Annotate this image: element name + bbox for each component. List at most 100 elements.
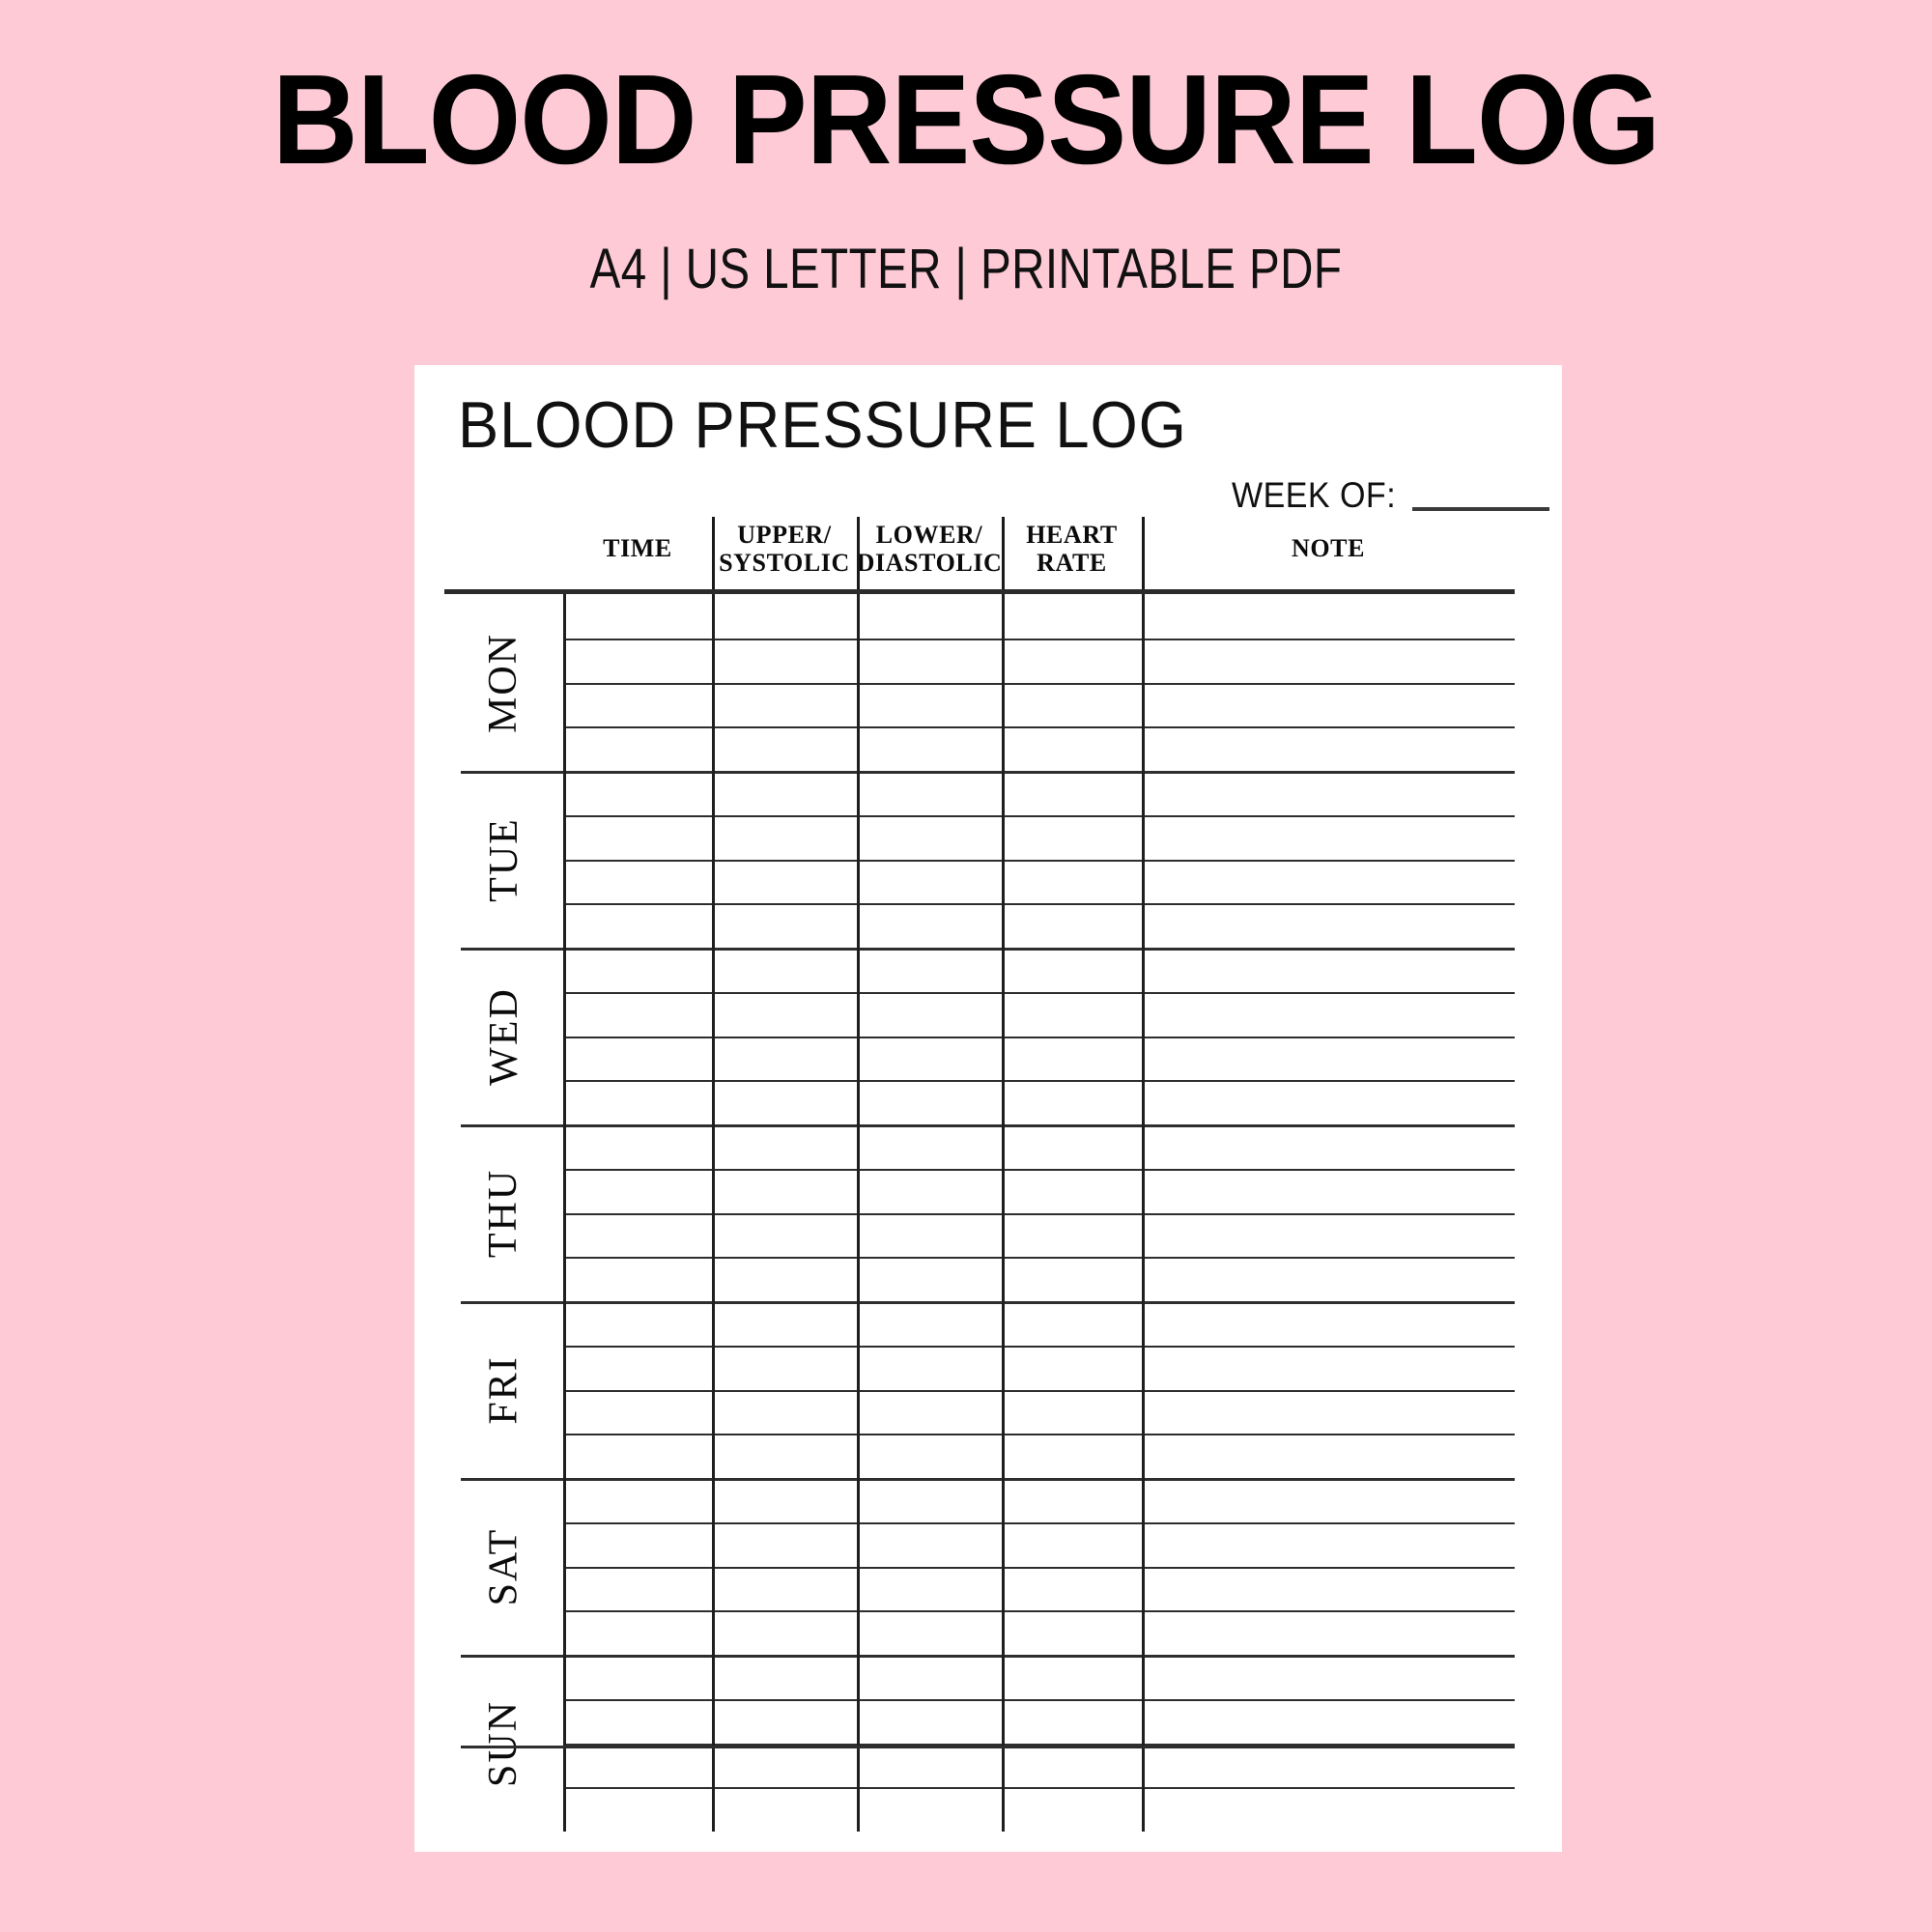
table-cell-systolic[interactable] bbox=[712, 1610, 857, 1655]
table-cell-time[interactable] bbox=[563, 815, 712, 860]
table-cell-time[interactable] bbox=[563, 860, 712, 904]
table-cell-time[interactable] bbox=[563, 1522, 712, 1567]
table-cell-heart_rate[interactable] bbox=[1002, 992, 1142, 1037]
table-cell-time[interactable] bbox=[563, 1390, 712, 1435]
table-cell-time[interactable] bbox=[563, 639, 712, 683]
table-cell-note[interactable] bbox=[1142, 1610, 1515, 1655]
table-cell-diastolic[interactable] bbox=[857, 903, 1002, 948]
table-cell-diastolic[interactable] bbox=[857, 1478, 1002, 1522]
table-cell-note[interactable] bbox=[1142, 1699, 1515, 1744]
table-cell-note[interactable] bbox=[1142, 1434, 1515, 1478]
table-cell-note[interactable] bbox=[1142, 1124, 1515, 1169]
table-cell-note[interactable] bbox=[1142, 860, 1515, 904]
table-cell-note[interactable] bbox=[1142, 1787, 1515, 1832]
table-cell-systolic[interactable] bbox=[712, 1744, 857, 1788]
table-cell-time[interactable] bbox=[563, 1037, 712, 1081]
table-cell-diastolic[interactable] bbox=[857, 1567, 1002, 1611]
table-cell-note[interactable] bbox=[1142, 1257, 1515, 1301]
table-cell-heart_rate[interactable] bbox=[1002, 1169, 1142, 1213]
table-cell-diastolic[interactable] bbox=[857, 1699, 1002, 1744]
table-cell-heart_rate[interactable] bbox=[1002, 1699, 1142, 1744]
table-cell-diastolic[interactable] bbox=[857, 1346, 1002, 1390]
table-cell-heart_rate[interactable] bbox=[1002, 1037, 1142, 1081]
table-cell-note[interactable] bbox=[1142, 992, 1515, 1037]
table-cell-time[interactable] bbox=[563, 1434, 712, 1478]
table-cell-note[interactable] bbox=[1142, 1346, 1515, 1390]
table-cell-systolic[interactable] bbox=[712, 1213, 857, 1258]
table-cell-note[interactable] bbox=[1142, 1522, 1515, 1567]
table-cell-time[interactable] bbox=[563, 1744, 712, 1788]
table-cell-note[interactable] bbox=[1142, 1478, 1515, 1522]
table-cell-note[interactable] bbox=[1142, 1655, 1515, 1699]
table-cell-heart_rate[interactable] bbox=[1002, 1213, 1142, 1258]
table-cell-note[interactable] bbox=[1142, 903, 1515, 948]
table-cell-systolic[interactable] bbox=[712, 1346, 857, 1390]
table-cell-systolic[interactable] bbox=[712, 683, 857, 727]
table-cell-systolic[interactable] bbox=[712, 1037, 857, 1081]
table-cell-heart_rate[interactable] bbox=[1002, 860, 1142, 904]
table-cell-diastolic[interactable] bbox=[857, 1213, 1002, 1258]
table-cell-heart_rate[interactable] bbox=[1002, 815, 1142, 860]
table-cell-diastolic[interactable] bbox=[857, 1390, 1002, 1435]
week-of-field[interactable]: WEEK OF: bbox=[1232, 477, 1549, 513]
table-cell-note[interactable] bbox=[1142, 683, 1515, 727]
table-cell-heart_rate[interactable] bbox=[1002, 1744, 1142, 1788]
table-cell-diastolic[interactable] bbox=[857, 992, 1002, 1037]
table-cell-diastolic[interactable] bbox=[857, 1655, 1002, 1699]
table-cell-diastolic[interactable] bbox=[857, 1610, 1002, 1655]
table-cell-heart_rate[interactable] bbox=[1002, 683, 1142, 727]
table-cell-heart_rate[interactable] bbox=[1002, 903, 1142, 948]
table-cell-diastolic[interactable] bbox=[857, 948, 1002, 992]
table-cell-heart_rate[interactable] bbox=[1002, 1610, 1142, 1655]
table-cell-heart_rate[interactable] bbox=[1002, 1346, 1142, 1390]
table-cell-systolic[interactable] bbox=[712, 815, 857, 860]
table-cell-systolic[interactable] bbox=[712, 860, 857, 904]
table-cell-note[interactable] bbox=[1142, 1744, 1515, 1788]
table-cell-systolic[interactable] bbox=[712, 639, 857, 683]
table-cell-systolic[interactable] bbox=[712, 1257, 857, 1301]
table-cell-note[interactable] bbox=[1142, 948, 1515, 992]
table-cell-systolic[interactable] bbox=[712, 1567, 857, 1611]
table-cell-time[interactable] bbox=[563, 683, 712, 727]
table-cell-systolic[interactable] bbox=[712, 1522, 857, 1567]
table-cell-heart_rate[interactable] bbox=[1002, 1301, 1142, 1346]
table-cell-time[interactable] bbox=[563, 903, 712, 948]
table-cell-diastolic[interactable] bbox=[857, 683, 1002, 727]
table-cell-time[interactable] bbox=[563, 1567, 712, 1611]
table-cell-note[interactable] bbox=[1142, 1567, 1515, 1611]
table-cell-time[interactable] bbox=[563, 1610, 712, 1655]
table-cell-heart_rate[interactable] bbox=[1002, 1478, 1142, 1522]
table-cell-diastolic[interactable] bbox=[857, 1522, 1002, 1567]
table-cell-heart_rate[interactable] bbox=[1002, 1257, 1142, 1301]
week-of-blank-line[interactable] bbox=[1411, 507, 1549, 511]
table-cell-heart_rate[interactable] bbox=[1002, 594, 1142, 639]
table-cell-note[interactable] bbox=[1142, 726, 1515, 771]
table-cell-diastolic[interactable] bbox=[857, 1301, 1002, 1346]
table-cell-systolic[interactable] bbox=[712, 1434, 857, 1478]
table-cell-diastolic[interactable] bbox=[857, 1434, 1002, 1478]
table-cell-time[interactable] bbox=[563, 1478, 712, 1522]
table-cell-heart_rate[interactable] bbox=[1002, 1787, 1142, 1832]
table-cell-heart_rate[interactable] bbox=[1002, 1390, 1142, 1435]
table-cell-time[interactable] bbox=[563, 1169, 712, 1213]
table-cell-note[interactable] bbox=[1142, 815, 1515, 860]
table-cell-diastolic[interactable] bbox=[857, 639, 1002, 683]
table-cell-heart_rate[interactable] bbox=[1002, 726, 1142, 771]
table-cell-systolic[interactable] bbox=[712, 1124, 857, 1169]
table-cell-note[interactable] bbox=[1142, 1080, 1515, 1124]
table-cell-time[interactable] bbox=[563, 726, 712, 771]
table-cell-systolic[interactable] bbox=[712, 992, 857, 1037]
table-cell-systolic[interactable] bbox=[712, 726, 857, 771]
table-cell-systolic[interactable] bbox=[712, 1787, 857, 1832]
table-cell-diastolic[interactable] bbox=[857, 1080, 1002, 1124]
table-cell-time[interactable] bbox=[563, 594, 712, 639]
table-cell-systolic[interactable] bbox=[712, 1655, 857, 1699]
table-cell-diastolic[interactable] bbox=[857, 1744, 1002, 1788]
table-cell-systolic[interactable] bbox=[712, 594, 857, 639]
table-cell-systolic[interactable] bbox=[712, 1390, 857, 1435]
table-cell-note[interactable] bbox=[1142, 1037, 1515, 1081]
table-cell-time[interactable] bbox=[563, 1080, 712, 1124]
table-cell-time[interactable] bbox=[563, 1346, 712, 1390]
table-cell-diastolic[interactable] bbox=[857, 860, 1002, 904]
table-cell-diastolic[interactable] bbox=[857, 771, 1002, 815]
